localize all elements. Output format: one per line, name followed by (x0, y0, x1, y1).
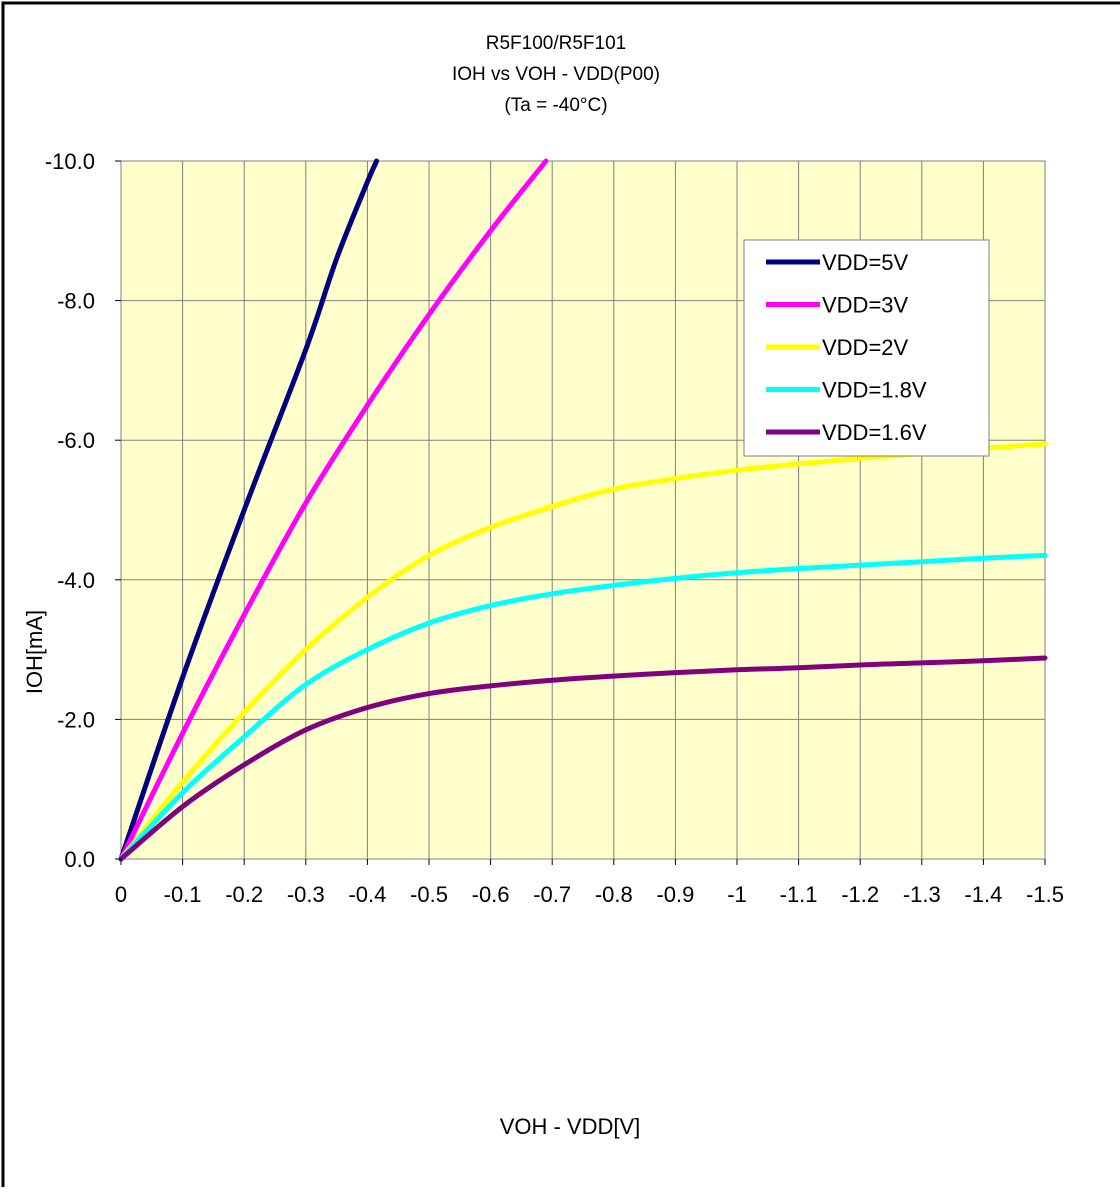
x-tick-label: -0.4 (348, 882, 386, 907)
series-line-3 (118, 552, 1048, 862)
x-tick-label: -1.3 (903, 882, 941, 907)
series-line-1 (118, 158, 549, 862)
x-tick-label: -0.8 (595, 882, 633, 907)
x-tick-label: -0.2 (225, 882, 263, 907)
y-axis-title: IOH[mA] (22, 610, 47, 694)
x-tick-label: -1.1 (780, 882, 818, 907)
y-tick-label: -2.0 (57, 707, 95, 732)
x-tick-label: -1.4 (964, 882, 1002, 907)
chart-title: R5F100/R5F101 IOH vs VOH - VDD(P00) (Ta … (452, 33, 660, 116)
x-tick-label: -0.3 (287, 882, 325, 907)
chart-title-line-1: R5F100/R5F101 (486, 33, 626, 54)
y-axis-ticks: 0.0 -2.0 -4.0 -6.0 -8.0 -10.0 (45, 149, 121, 872)
legend-label-2: VDD=2V (822, 335, 909, 360)
x-axis-title: VOH - VDD[V] (500, 1114, 641, 1139)
series-line-2 (118, 441, 1048, 862)
x-tick-label: -0.1 (164, 882, 202, 907)
legend-label-3: VDD=1.8V (822, 378, 927, 403)
series-lines (118, 158, 1048, 862)
x-tick-label: 0 (115, 882, 127, 907)
x-tick-label: -1 (727, 882, 747, 907)
chart-title-line-2: IOH vs VOH - VDD(P00) (452, 64, 660, 85)
legend-label-4: VDD=1.6V (822, 420, 927, 445)
legend: VDD=5V VDD=3V VDD=2V VDD=1.8V VDD=1.6V (743, 239, 990, 457)
x-tick-label: -0.5 (410, 882, 448, 907)
y-tick-label: -6.0 (57, 428, 95, 453)
legend-label-1: VDD=3V (822, 293, 909, 318)
y-tick-label: 0.0 (64, 847, 95, 872)
x-tick-label: -0.7 (533, 882, 571, 907)
y-tick-label: -8.0 (57, 289, 95, 314)
x-tick-label: -0.9 (656, 882, 694, 907)
series-line-0 (118, 158, 380, 862)
x-tick-label: -1.5 (1026, 882, 1064, 907)
x-tick-label: -0.6 (472, 882, 510, 907)
y-tick-label: -10.0 (45, 149, 95, 174)
x-tick-label: -1.2 (841, 882, 879, 907)
chart-title-line-3: (Ta = -40°C) (504, 95, 607, 116)
series-line-4 (118, 655, 1048, 862)
x-axis-ticks: 0 -0.1 -0.2 -0.3 -0.4 -0.5 -0.6 -0.7 -0.8 -0.9 -1 -… (115, 859, 1064, 907)
y-tick-label: -4.0 (57, 568, 95, 593)
legend-label-0: VDD=5V (822, 250, 909, 275)
